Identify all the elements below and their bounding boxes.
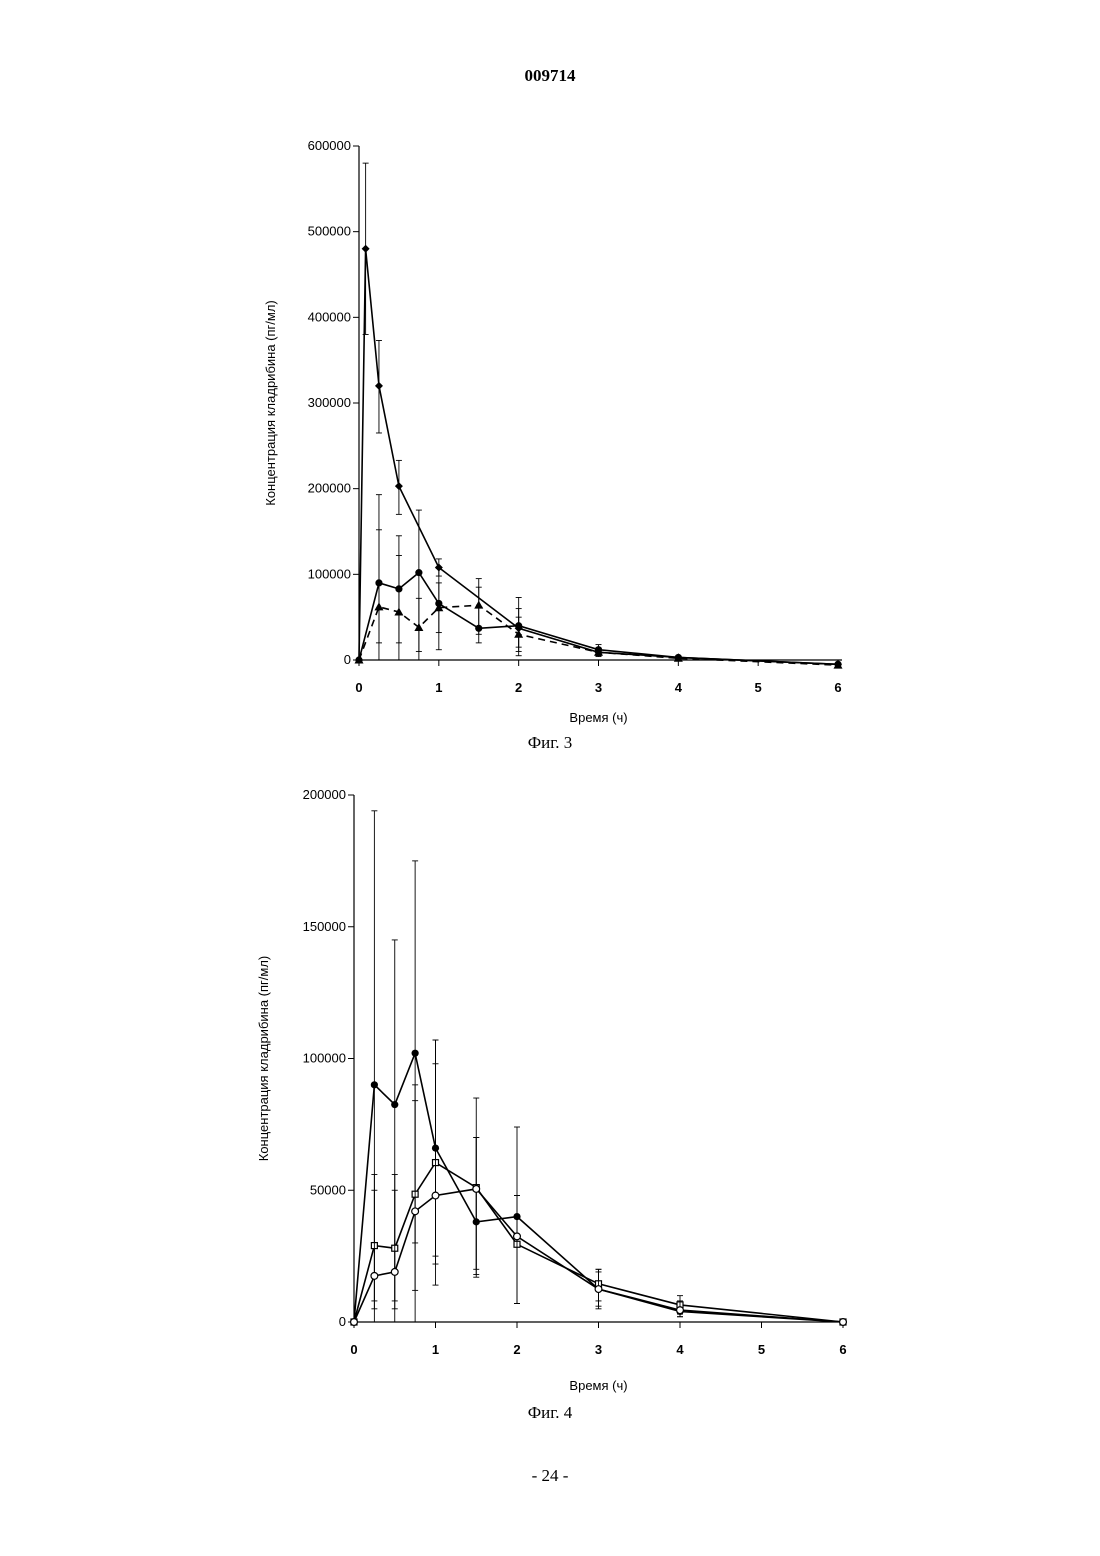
- x-tick-label: 0: [350, 1342, 357, 1357]
- data-point-open-circle: [391, 1269, 398, 1276]
- data-point-circle: [412, 1050, 419, 1057]
- series-3: [351, 1064, 847, 1326]
- data-point-open-circle: [595, 1286, 602, 1293]
- y-tick-label: 0: [339, 1314, 346, 1329]
- data-point-open-circle: [840, 1319, 847, 1326]
- x-tick-label: 3: [595, 1342, 602, 1357]
- concentration-chart-fig4: 0 50000 100000 150000 200000 0 1 2 3 4 5 6 Время (ч)…: [0, 0, 1100, 1430]
- x-tick-label: 2: [513, 1342, 520, 1357]
- data-point-open-circle: [351, 1319, 358, 1326]
- x-axis-title: Время (ч): [569, 1378, 627, 1393]
- data-point-open-circle: [371, 1272, 378, 1279]
- data-point-open-circle: [514, 1233, 521, 1240]
- y-tick-label: 50000: [310, 1182, 346, 1197]
- figure-caption-fig4: Фиг. 4: [0, 1403, 1100, 1423]
- y-tick-label: 100000: [303, 1051, 346, 1066]
- y-axis-title: Концентрация кладрибина (пг/мл): [256, 956, 271, 1162]
- data-point-circle: [391, 1101, 398, 1108]
- data-point-open-circle: [473, 1186, 480, 1193]
- data-point-circle: [371, 1081, 378, 1088]
- x-tick-label: 5: [758, 1342, 765, 1357]
- x-tick-label: 4: [676, 1342, 684, 1357]
- data-point-open-circle: [412, 1208, 419, 1215]
- data-point-open-circle: [677, 1307, 684, 1314]
- data-point-open-circle: [432, 1192, 439, 1199]
- series-1: [350, 811, 846, 1326]
- page-number: - 24 -: [0, 1466, 1100, 1486]
- y-tick-label: 200000: [303, 787, 346, 802]
- y-tick-label: 150000: [303, 919, 346, 934]
- x-tick-label: 6: [839, 1342, 846, 1357]
- x-tick-label: 1: [432, 1342, 439, 1357]
